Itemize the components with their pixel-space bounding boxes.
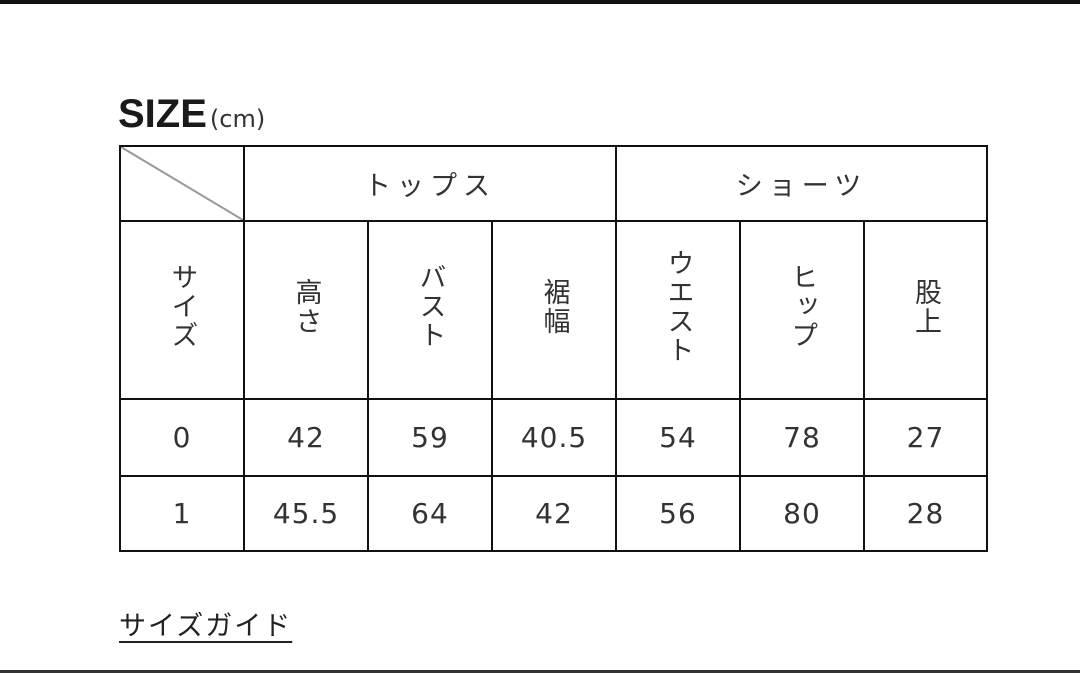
size-cell: 1 [119,475,245,552]
title-main: SIZE [118,92,207,136]
group-header-row: トップス ショーツ [119,145,988,222]
value-cell: 27 [863,398,988,477]
value-cell: 42 [491,475,617,552]
value-cell: 28 [863,475,988,552]
title-unit: (cm) [209,105,266,133]
value-cell: 59 [367,398,493,477]
value-cell: 80 [739,475,865,552]
header-rise: 股上 [863,220,988,400]
value-cell: 64 [367,475,493,552]
page-title: SIZE (cm) [118,92,265,137]
table-row: 0 42 59 40.5 54 78 27 [119,398,988,477]
header-size: サイズ [119,220,245,400]
diagonal-line [121,147,243,220]
value-cell: 78 [739,398,865,477]
group-tops: トップス [243,145,617,222]
value-cell: 56 [615,475,741,552]
bottom-divider [0,670,1080,673]
value-cell: 42 [243,398,369,477]
table-row: 1 45.5 64 42 56 80 28 [119,475,988,552]
value-cell: 45.5 [243,475,369,552]
header-hip: ヒップ [739,220,865,400]
size-table: トップス ショーツ サイズ 高さ バスト 裾幅 ウエスト ヒップ 股上 0 42… [119,145,988,552]
top-bar [0,0,1080,4]
header-waist: ウエスト [615,220,741,400]
header-hem-width: 裾幅 [491,220,617,400]
corner-cell [119,145,245,222]
value-cell: 40.5 [491,398,617,477]
size-cell: 0 [119,398,245,477]
header-bust: バスト [367,220,493,400]
header-height: 高さ [243,220,369,400]
size-guide-link[interactable]: サイズガイド [119,611,293,642]
value-cell: 54 [615,398,741,477]
group-shorts: ショーツ [615,145,988,222]
column-header-row: サイズ 高さ バスト 裾幅 ウエスト ヒップ 股上 [119,220,988,400]
